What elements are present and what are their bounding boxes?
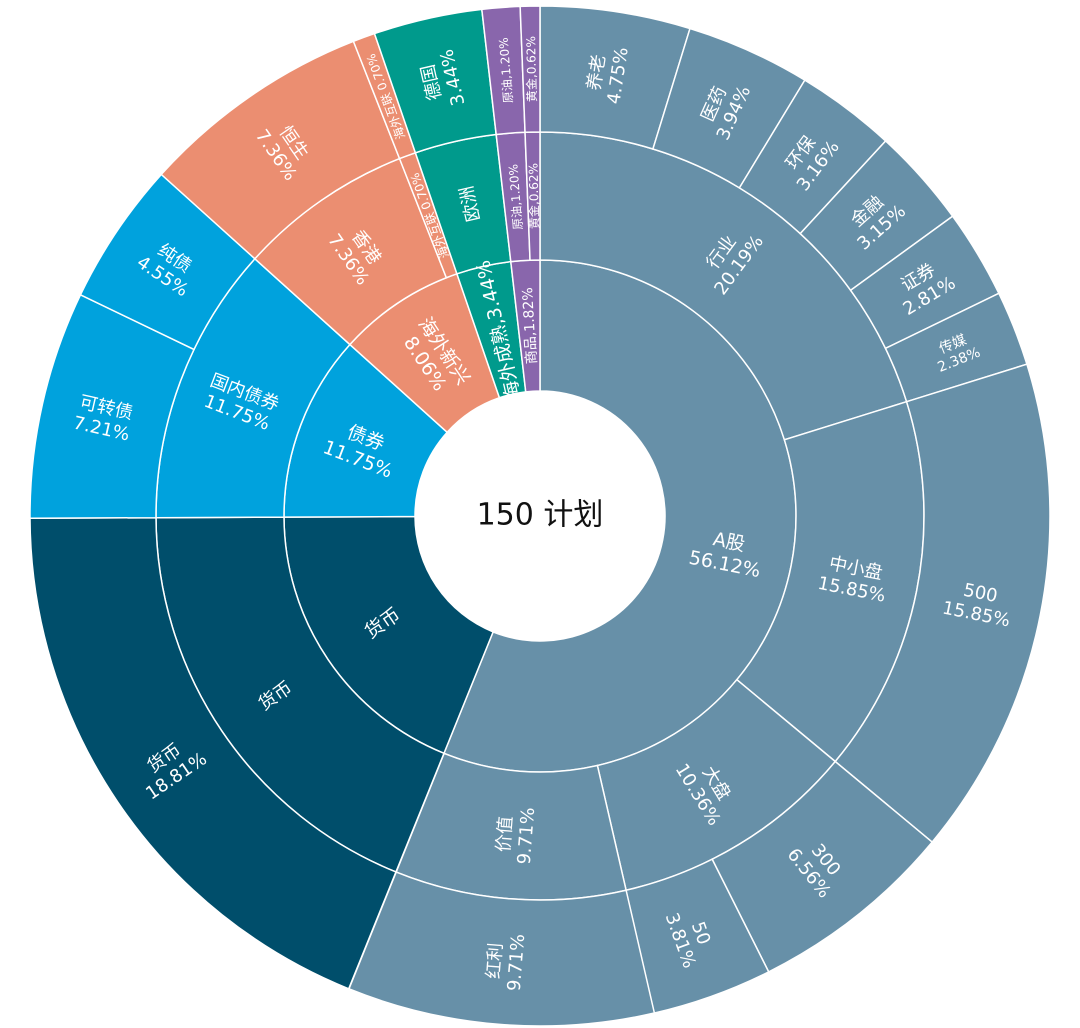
sunburst-rings xyxy=(29,5,1051,1027)
label-ring2-价值: 价值9.71% xyxy=(492,805,539,865)
chart-title: 150 计划 xyxy=(477,498,604,533)
segment-ring3-黄金[interactable] xyxy=(519,5,541,134)
segment-ring3-货币[interactable] xyxy=(29,516,397,990)
center-hole xyxy=(415,391,665,641)
label-ring1-商品: 商品,1.82% xyxy=(520,287,540,365)
label-ring3-原油: 原油,1.20% xyxy=(497,37,516,104)
label-ring2-黄金: 黄金,0.62% xyxy=(525,163,541,229)
label-ring2-原油: 原油,1.20% xyxy=(506,164,525,231)
label-ring3-红利: 红利9.71% xyxy=(482,932,529,992)
label-ring3-黄金: 黄金,0.62% xyxy=(523,36,539,102)
